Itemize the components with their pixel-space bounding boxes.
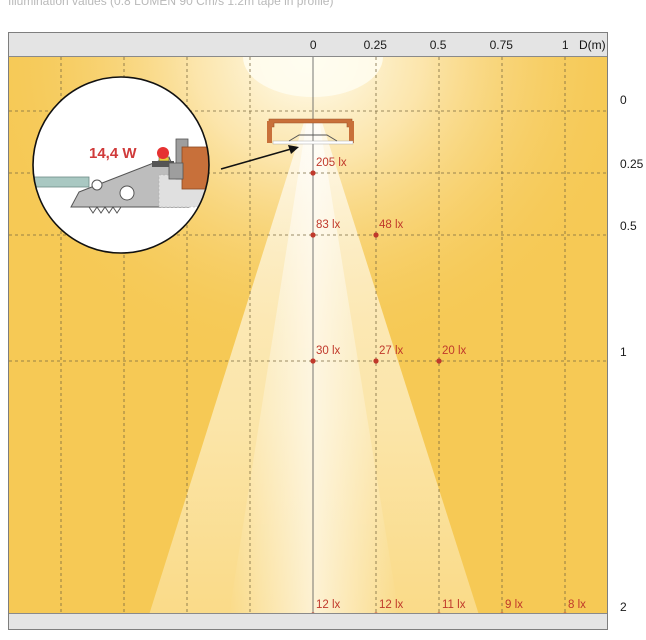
distance-tick-label: 1 xyxy=(561,38,569,52)
lux-value-label: 27 lx xyxy=(379,345,404,357)
lux-value-label: 30 lx xyxy=(316,345,341,357)
light-distribution-scene: 14,4 W xyxy=(9,57,607,615)
grid-lines xyxy=(9,57,607,615)
light-cone-inner xyxy=(229,119,399,615)
height-tick-label: 2 xyxy=(620,600,627,614)
lux-value-label: 205 lx xyxy=(316,157,347,169)
lux-value-label: 12 lx xyxy=(316,599,341,611)
power-label: 14,4 W xyxy=(89,145,137,162)
measurement-point xyxy=(436,358,442,364)
measurement-point xyxy=(310,358,316,364)
measurement-point xyxy=(310,232,316,238)
measurement-point xyxy=(373,358,379,364)
distance-unit-label: D(m) xyxy=(579,38,606,52)
distance-tick-label: 0 xyxy=(309,38,317,52)
illuminance-diagram: 14,4 W 0 0.25 0.5 0.75 1 D(m) 205 lx 83 lx 48 … xyxy=(8,32,608,630)
lux-value-label: 48 lx xyxy=(379,219,404,231)
detail-pointer-arrow xyxy=(220,145,299,170)
lux-value-label: 8 lx xyxy=(568,599,586,611)
lux-value-label: 11 lx xyxy=(442,599,466,611)
power-indicator-dot xyxy=(157,147,169,159)
figure-caption: Illumination values (0.8 LUMEN 90 Cm/s 1… xyxy=(8,0,334,8)
height-tick-label: 0.5 xyxy=(620,219,637,233)
detail-magnifier xyxy=(32,76,210,254)
distance-tick-label: 0.5 xyxy=(429,38,447,52)
height-tick-label: 0 xyxy=(620,93,627,107)
lux-value-label: 20 lx xyxy=(442,345,467,357)
lux-value-label: 12 lx xyxy=(379,599,404,611)
profile-housing xyxy=(267,118,354,145)
distance-header-bar xyxy=(9,33,607,57)
measurement-point xyxy=(310,170,316,176)
light-cone-svg xyxy=(9,57,607,615)
height-tick-label: 1 xyxy=(620,345,627,359)
lux-value-label: 83 lx xyxy=(316,219,341,231)
lux-value-label: 9 lx xyxy=(505,599,523,611)
distance-tick-label: 0.25 xyxy=(363,38,387,52)
measurement-point xyxy=(373,232,379,238)
distance-tick-label: 0.75 xyxy=(489,38,513,52)
height-tick-label: 0.25 xyxy=(620,157,644,171)
distance-footer-bar xyxy=(9,613,607,629)
